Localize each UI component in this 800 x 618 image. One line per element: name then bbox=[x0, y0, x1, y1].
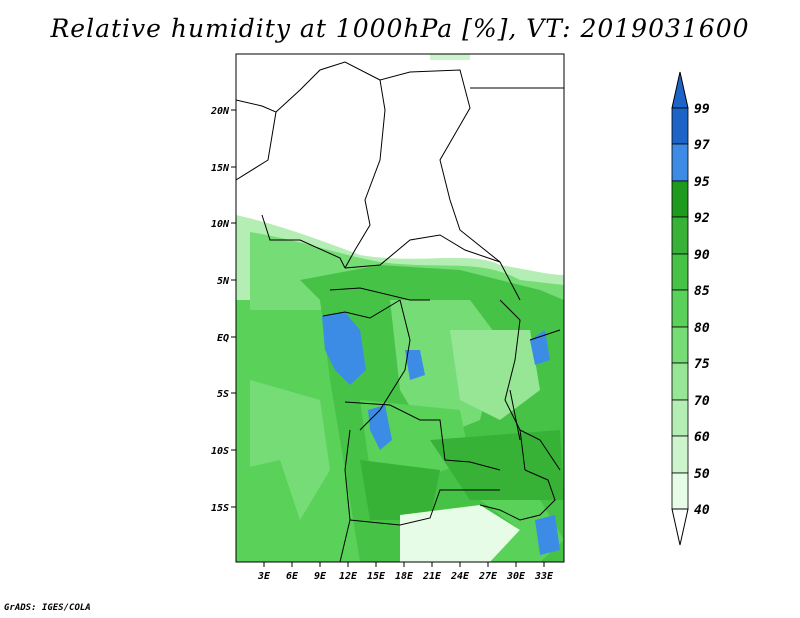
lat-label: EQ bbox=[217, 333, 229, 344]
colorbar-label: 99 bbox=[694, 102, 710, 117]
credit-text: GrADS: IGES/COLA bbox=[4, 603, 91, 613]
lon-label: 9E bbox=[314, 571, 327, 582]
lon-label: 15E bbox=[367, 571, 386, 582]
lat-label: 15N bbox=[211, 163, 230, 174]
colorbar-swatch bbox=[671, 362, 689, 401]
lat-label: 15S bbox=[211, 503, 229, 514]
longitude-axis: 3E 6E 9E 12E 15E 18E 21E 24E 27E 30E 33E bbox=[257, 562, 554, 582]
colorbar-label: 80 bbox=[694, 321, 710, 336]
map-frame bbox=[235, 53, 565, 563]
colorbar-label: 50 bbox=[694, 467, 710, 482]
colorbar-label: 60 bbox=[694, 430, 710, 445]
lon-label: 27E bbox=[478, 571, 498, 582]
colorbar: 99 97 95 92 90 85 80 75 70 60 50 40 bbox=[671, 71, 710, 546]
lon-label: 12E bbox=[339, 571, 358, 582]
colorbar-swatch bbox=[671, 180, 689, 218]
colorbar-bottom-arrow bbox=[671, 508, 689, 546]
colorbar-swatch bbox=[671, 399, 689, 437]
latitude-axis: 20N 15N 10N 5N EQ 5S 10S 15S bbox=[210, 106, 236, 514]
lat-label: 5N bbox=[217, 276, 230, 287]
colorbar-label: 97 bbox=[694, 138, 710, 153]
colorbar-swatch bbox=[671, 472, 689, 510]
colorbar-label: 70 bbox=[694, 394, 710, 409]
lat-label: 5S bbox=[217, 389, 229, 400]
colorbar-swatch bbox=[671, 216, 689, 255]
colorbar-label: 95 bbox=[694, 175, 710, 190]
colorbar-swatch bbox=[671, 326, 689, 364]
lon-label: 24E bbox=[450, 571, 470, 582]
colorbar-label: 75 bbox=[694, 357, 710, 372]
humidity-field bbox=[236, 54, 564, 562]
colorbar-label: 85 bbox=[694, 284, 710, 299]
lon-label: 3E bbox=[257, 571, 271, 582]
colorbar-swatch bbox=[671, 435, 689, 474]
lon-label: 30E bbox=[506, 571, 526, 582]
lon-label: 33E bbox=[534, 571, 554, 582]
lon-label: 18E bbox=[395, 571, 414, 582]
colorbar-label: 92 bbox=[694, 211, 710, 226]
lat-label: 10S bbox=[211, 446, 229, 457]
lon-label: 6E bbox=[286, 571, 299, 582]
colorbar-swatch bbox=[671, 289, 689, 328]
lat-label: 10N bbox=[211, 219, 230, 230]
country-borders bbox=[236, 61, 564, 562]
chart-title: Relative humidity at 1000hPa [%], VT: 20… bbox=[50, 14, 750, 43]
lat-label: 20N bbox=[210, 106, 230, 117]
colorbar-swatch bbox=[671, 143, 689, 182]
colorbar-top-arrow bbox=[671, 71, 689, 109]
colorbar-swatch bbox=[671, 107, 689, 145]
colorbar-swatch bbox=[671, 253, 689, 291]
colorbar-label: 40 bbox=[694, 503, 710, 518]
lon-label: 21E bbox=[422, 571, 442, 582]
colorbar-label: 90 bbox=[694, 248, 710, 263]
